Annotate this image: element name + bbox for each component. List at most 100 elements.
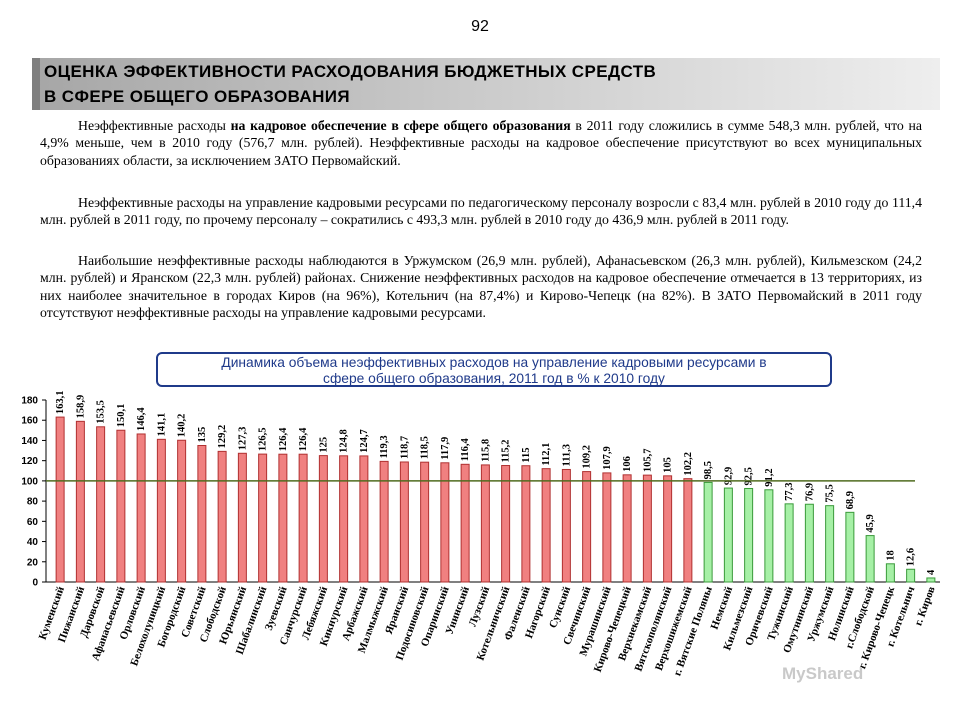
bar-value-label: 126,4 xyxy=(278,427,289,451)
bar-value-label: 92,9 xyxy=(723,467,734,485)
bar-value-label: 111,3 xyxy=(561,444,572,466)
y-tick-label: 20 xyxy=(27,557,39,568)
chart-caption-line-1: Динамика объема неэффективных расходов н… xyxy=(221,355,767,370)
page-number: 92 xyxy=(471,18,489,35)
bar xyxy=(318,455,328,583)
bar-value-label: 105,7 xyxy=(642,449,653,473)
bar xyxy=(622,474,632,583)
bar-value-label: 75,5 xyxy=(825,484,836,502)
bar xyxy=(744,487,754,583)
bar-value-label: 102,2 xyxy=(683,452,694,476)
y-tick-label: 0 xyxy=(32,578,38,589)
bar xyxy=(541,468,551,583)
bar xyxy=(480,464,490,583)
bar-value-label: 158,9 xyxy=(75,395,86,419)
bar-value-label: 127,3 xyxy=(237,427,248,451)
chart-caption-line-2: сфере общего образования, 2011 год в % к… xyxy=(323,371,665,386)
bar-value-label: 12,6 xyxy=(906,548,917,566)
bar-value-label: 141,1 xyxy=(156,413,167,437)
bar xyxy=(197,445,207,583)
bar xyxy=(177,439,187,583)
y-tick-label: 100 xyxy=(21,476,38,487)
bar-value-label: 18 xyxy=(885,550,896,561)
title-accent-bar xyxy=(32,58,40,110)
y-tick-label: 140 xyxy=(21,436,38,447)
paragraph-1-emphasis: на кадровое обеспечение в сфере общего о… xyxy=(230,118,571,133)
y-tick-label: 180 xyxy=(21,396,38,407)
bar xyxy=(561,468,571,583)
bar xyxy=(602,472,612,583)
bar xyxy=(116,429,126,583)
bar-value-label: 77,3 xyxy=(784,482,795,500)
bar xyxy=(217,450,227,583)
bar xyxy=(764,489,774,583)
section-title-line-1: ОЦЕНКА ЭФФЕКТИВНОСТИ РАСХОДОВАНИЯ БЮДЖЕТ… xyxy=(44,62,657,81)
bar xyxy=(440,462,450,583)
bar-value-label: 129,2 xyxy=(217,425,228,449)
paragraph-largest-costs: Наибольшие неэффективные расходы наблюда… xyxy=(40,253,922,321)
bar xyxy=(865,535,875,583)
paragraph-1-start: Неэффективные расходы xyxy=(78,118,231,133)
bar-value-label: 118,7 xyxy=(399,436,410,459)
bar xyxy=(906,568,916,583)
bar-value-label: 115,2 xyxy=(501,439,512,462)
bar-value-label: 98,5 xyxy=(703,461,714,479)
title-band xyxy=(32,58,940,110)
bar-value-label: 124,7 xyxy=(359,429,370,453)
y-tick-label: 120 xyxy=(21,456,38,467)
bar xyxy=(885,563,895,583)
bar-value-label: 109,2 xyxy=(582,445,593,469)
bar xyxy=(926,577,936,583)
bar-value-label: 146,4 xyxy=(136,407,147,431)
bar-value-label: 68,9 xyxy=(845,491,856,509)
bar xyxy=(784,503,794,583)
paragraph-staffing-costs: Неэффективные расходы на кадровое обеспе… xyxy=(40,117,922,169)
bar-value-label: 45,9 xyxy=(865,514,876,532)
bar xyxy=(258,453,268,583)
bar xyxy=(723,487,733,583)
bar-value-label: 119,3 xyxy=(379,435,390,458)
bar-value-label: 91,2 xyxy=(764,468,775,486)
bar xyxy=(55,416,65,583)
bar xyxy=(845,511,855,583)
bar xyxy=(278,453,288,583)
bar xyxy=(642,474,652,583)
bar xyxy=(501,465,511,583)
bar xyxy=(663,475,673,583)
bar xyxy=(460,463,470,583)
watermark-logo: MyShared xyxy=(782,664,864,683)
bar-value-label: 126,5 xyxy=(258,427,269,451)
bar xyxy=(399,461,409,583)
bar-value-label: 140,2 xyxy=(177,414,188,438)
y-tick-label: 160 xyxy=(21,416,38,427)
bar-value-label: 112,1 xyxy=(541,443,552,466)
bar xyxy=(96,426,106,583)
bar-value-label: 125 xyxy=(318,437,329,453)
bar xyxy=(339,455,349,583)
chart-caption-box: Динамика объема неэффективных расходов н… xyxy=(156,352,832,387)
bar xyxy=(75,420,85,583)
bar xyxy=(703,481,713,583)
bar-value-label: 153,5 xyxy=(96,400,107,424)
bar xyxy=(521,465,531,583)
bar xyxy=(683,478,693,583)
bar-value-label: 76,9 xyxy=(804,483,815,501)
bar xyxy=(298,453,308,583)
bar-value-label: 124,8 xyxy=(339,429,350,453)
y-tick-label: 40 xyxy=(27,537,39,548)
bar-value-label: 163,1 xyxy=(55,390,66,414)
paragraph-personnel-costs: Неэффективные расходы на управление кадр… xyxy=(40,195,922,228)
bar-value-label: 115 xyxy=(521,448,532,463)
bar-value-label: 117,9 xyxy=(440,437,451,460)
bar-value-label: 92,5 xyxy=(744,467,755,485)
bar xyxy=(582,471,592,583)
bar-value-label: 115,8 xyxy=(480,439,491,462)
bar xyxy=(156,438,166,583)
bar-value-label: 150,1 xyxy=(116,404,127,428)
y-tick-label: 80 xyxy=(27,497,39,508)
bar-value-label: 106 xyxy=(622,456,633,472)
bar-value-label: 118,5 xyxy=(420,436,431,459)
bar-value-label: 107,9 xyxy=(602,446,613,470)
bar-value-label: 135 xyxy=(197,427,208,443)
